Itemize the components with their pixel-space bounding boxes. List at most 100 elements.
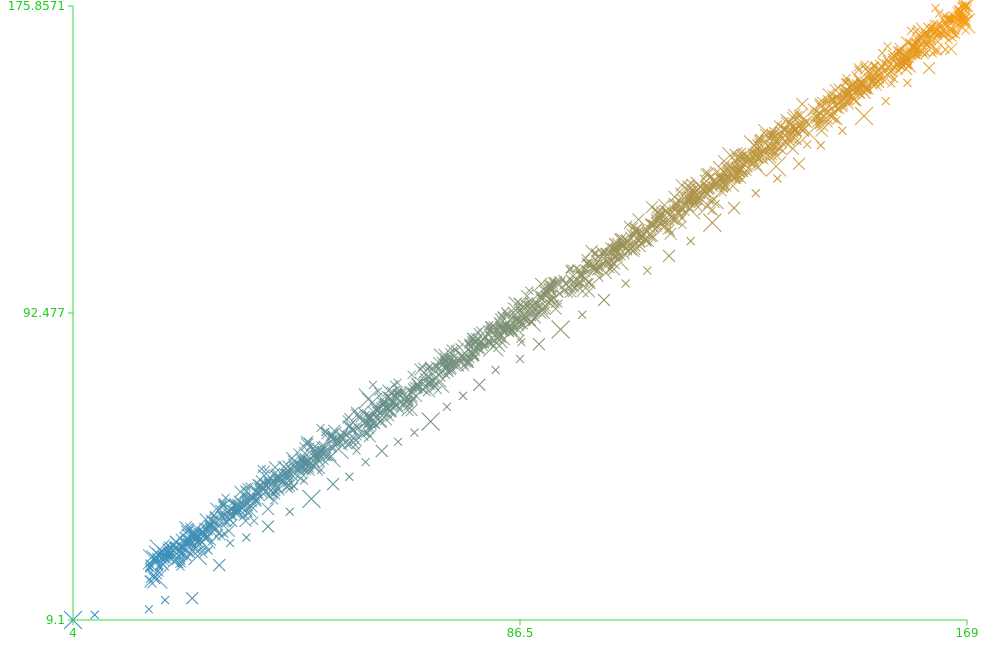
scatter-point: [298, 457, 307, 466]
scatter-point: [368, 380, 378, 390]
scatter-point: [249, 516, 259, 526]
scatter-point: [693, 183, 714, 205]
scatter-point: [192, 531, 202, 541]
scatter-point: [863, 73, 873, 83]
scatter-point: [797, 112, 811, 125]
scatter-point: [892, 54, 906, 68]
scatter-point: [576, 284, 589, 298]
scatter-point: [380, 403, 390, 412]
scatter-point: [697, 195, 719, 216]
scatter-points: [63, 0, 976, 630]
scatter-point: [950, 26, 960, 36]
scatter-point: [921, 48, 931, 57]
scatter-point: [176, 545, 185, 555]
scatter-point: [484, 336, 498, 349]
scatter-point: [334, 434, 344, 444]
scatter-point: [761, 138, 771, 148]
scatter-point: [920, 50, 930, 60]
scatter-point: [922, 22, 932, 31]
scatter-point: [296, 454, 306, 464]
scatter-point: [637, 231, 646, 241]
scatter-point: [296, 474, 305, 483]
scatter-point: [960, 0, 974, 13]
scatter-point: [186, 549, 196, 559]
scatter-point: [886, 79, 896, 88]
x-tick-label: 4: [69, 626, 77, 640]
scatter-point: [510, 320, 520, 329]
scatter-point: [883, 67, 896, 80]
scatter-point: [932, 47, 942, 56]
scatter-point: [175, 533, 185, 543]
scatter-point: [944, 35, 953, 45]
scatter-point: [732, 165, 746, 179]
scatter-point: [860, 84, 870, 94]
scatter-point: [662, 249, 676, 263]
scatter-point: [228, 511, 237, 521]
scatter-point: [257, 469, 271, 482]
scatter-point: [600, 254, 613, 268]
scatter-point: [308, 459, 321, 473]
scatter-point: [375, 444, 389, 458]
scatter-point: [814, 120, 824, 130]
scatter-point: [485, 321, 499, 334]
scatter-point: [491, 365, 500, 375]
scatter-point: [824, 119, 833, 128]
scatter-point: [239, 514, 252, 528]
scatter-point: [722, 146, 743, 168]
scatter-point: [857, 80, 867, 90]
scatter-point: [516, 301, 529, 315]
scatter-point: [727, 201, 741, 215]
scatter-point: [883, 41, 892, 51]
scatter-point: [417, 362, 427, 371]
scatter-point: [737, 175, 747, 184]
scatter-point: [873, 76, 883, 86]
scatter-point: [752, 149, 761, 159]
scatter-point: [142, 548, 164, 570]
scatter-point: [737, 147, 747, 157]
scatter-point: [877, 48, 887, 58]
scatter-point: [220, 518, 229, 528]
scatter-point: [829, 107, 838, 117]
scatter-point: [567, 288, 577, 298]
scatter-point: [196, 544, 206, 553]
scatter-point: [534, 277, 548, 291]
scatter-point: [429, 381, 439, 390]
scatter-point: [642, 266, 652, 275]
scatter-point: [199, 549, 208, 558]
scatter-point: [702, 181, 716, 194]
scatter-point: [766, 129, 776, 139]
scatter-point: [647, 233, 657, 243]
scatter-point: [802, 139, 812, 149]
scatter-point: [632, 213, 645, 226]
scatter-point: [853, 63, 863, 72]
scatter-point: [500, 306, 510, 316]
scatter-point: [182, 538, 192, 548]
scatter-point: [586, 258, 596, 268]
scatter-point: [944, 42, 958, 56]
scatter-point: [565, 274, 575, 283]
scatter-point: [319, 446, 341, 468]
scatter-point: [700, 168, 713, 182]
scatter-point: [242, 533, 251, 542]
scatter-point: [759, 128, 769, 138]
scatter-point: [445, 368, 454, 378]
scatter-point: [431, 379, 440, 389]
scatter-point: [948, 11, 958, 21]
scatter-point: [815, 108, 825, 118]
scatter-point: [527, 317, 537, 327]
scatter-point: [534, 301, 544, 311]
scatter-point: [204, 527, 213, 536]
scatter-point: [358, 388, 380, 409]
scatter-point: [959, 15, 972, 28]
scatter-point: [364, 415, 374, 424]
scatter-point: [597, 293, 611, 307]
scatter-point: [795, 97, 809, 111]
scatter-point: [747, 159, 756, 169]
scatter-point: [436, 368, 445, 378]
scatter-point: [551, 320, 570, 339]
scatter-point: [288, 461, 302, 474]
scatter-point: [832, 115, 841, 125]
scatter-point: [532, 337, 546, 351]
scatter-point: [833, 83, 843, 93]
scatter-point: [629, 229, 639, 239]
